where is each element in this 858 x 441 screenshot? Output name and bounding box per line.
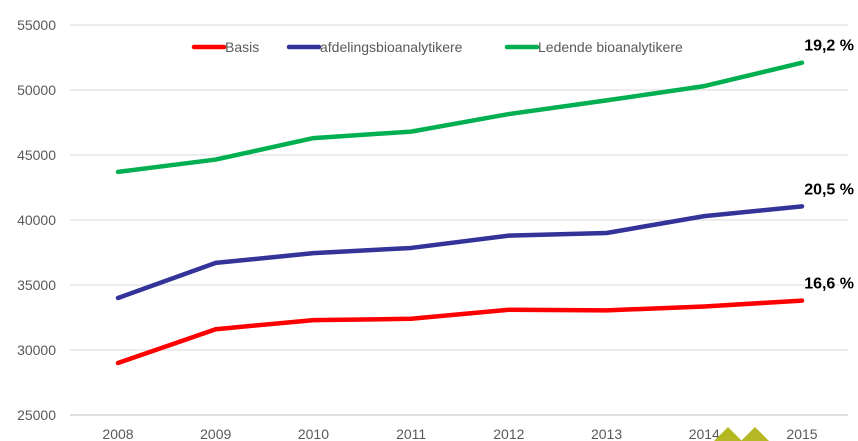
x-tick-label: 2010 — [298, 426, 329, 441]
grid — [70, 24, 848, 416]
series-end-label: 16,6 % — [804, 276, 854, 293]
y-tick-label: 40000 — [17, 212, 56, 228]
y-tick-label: 50000 — [17, 82, 56, 98]
y-tick-label: 45000 — [17, 147, 56, 163]
series-lines — [115, 60, 805, 366]
x-tick-label: 2008 — [102, 426, 133, 441]
x-axis: 2008 2009 2010 2011 2012 2013 2014 2015 — [102, 426, 817, 441]
y-tick-label: 30000 — [17, 342, 56, 358]
series-end-label: 20,5 % — [804, 181, 854, 198]
y-axis: 25000 30000 35000 40000 45000 50000 55000 — [17, 17, 56, 423]
series-line — [115, 60, 805, 175]
x-tick-label: 2015 — [786, 426, 817, 441]
diamond-logo — [714, 427, 769, 441]
y-tick-label: 35000 — [17, 277, 56, 293]
series-end-label: 19,2 % — [804, 38, 854, 55]
end-labels: 16,6 % 20,5 % 19,2 % — [804, 38, 854, 293]
x-tick-label: 2011 — [396, 426, 426, 441]
x-tick-label: 2014 — [689, 426, 720, 441]
legend-label: Basis — [225, 39, 259, 55]
legend-label: afdelingsbioanalytikere — [320, 39, 463, 55]
series-line — [115, 204, 805, 301]
series-line — [115, 298, 805, 366]
logo-diamond — [741, 427, 769, 441]
y-tick-label: 25000 — [17, 407, 56, 423]
x-tick-label: 2012 — [493, 426, 524, 441]
x-tick-label: 2009 — [200, 426, 231, 441]
y-tick-label: 55000 — [17, 17, 56, 33]
legend-label: Ledende bioanalytikere — [538, 39, 683, 55]
x-tick-label: 2013 — [591, 426, 622, 441]
legend: Basis afdelingsbioanalytikere Ledende bioa… — [191, 39, 683, 55]
logo-diamond — [714, 427, 742, 441]
